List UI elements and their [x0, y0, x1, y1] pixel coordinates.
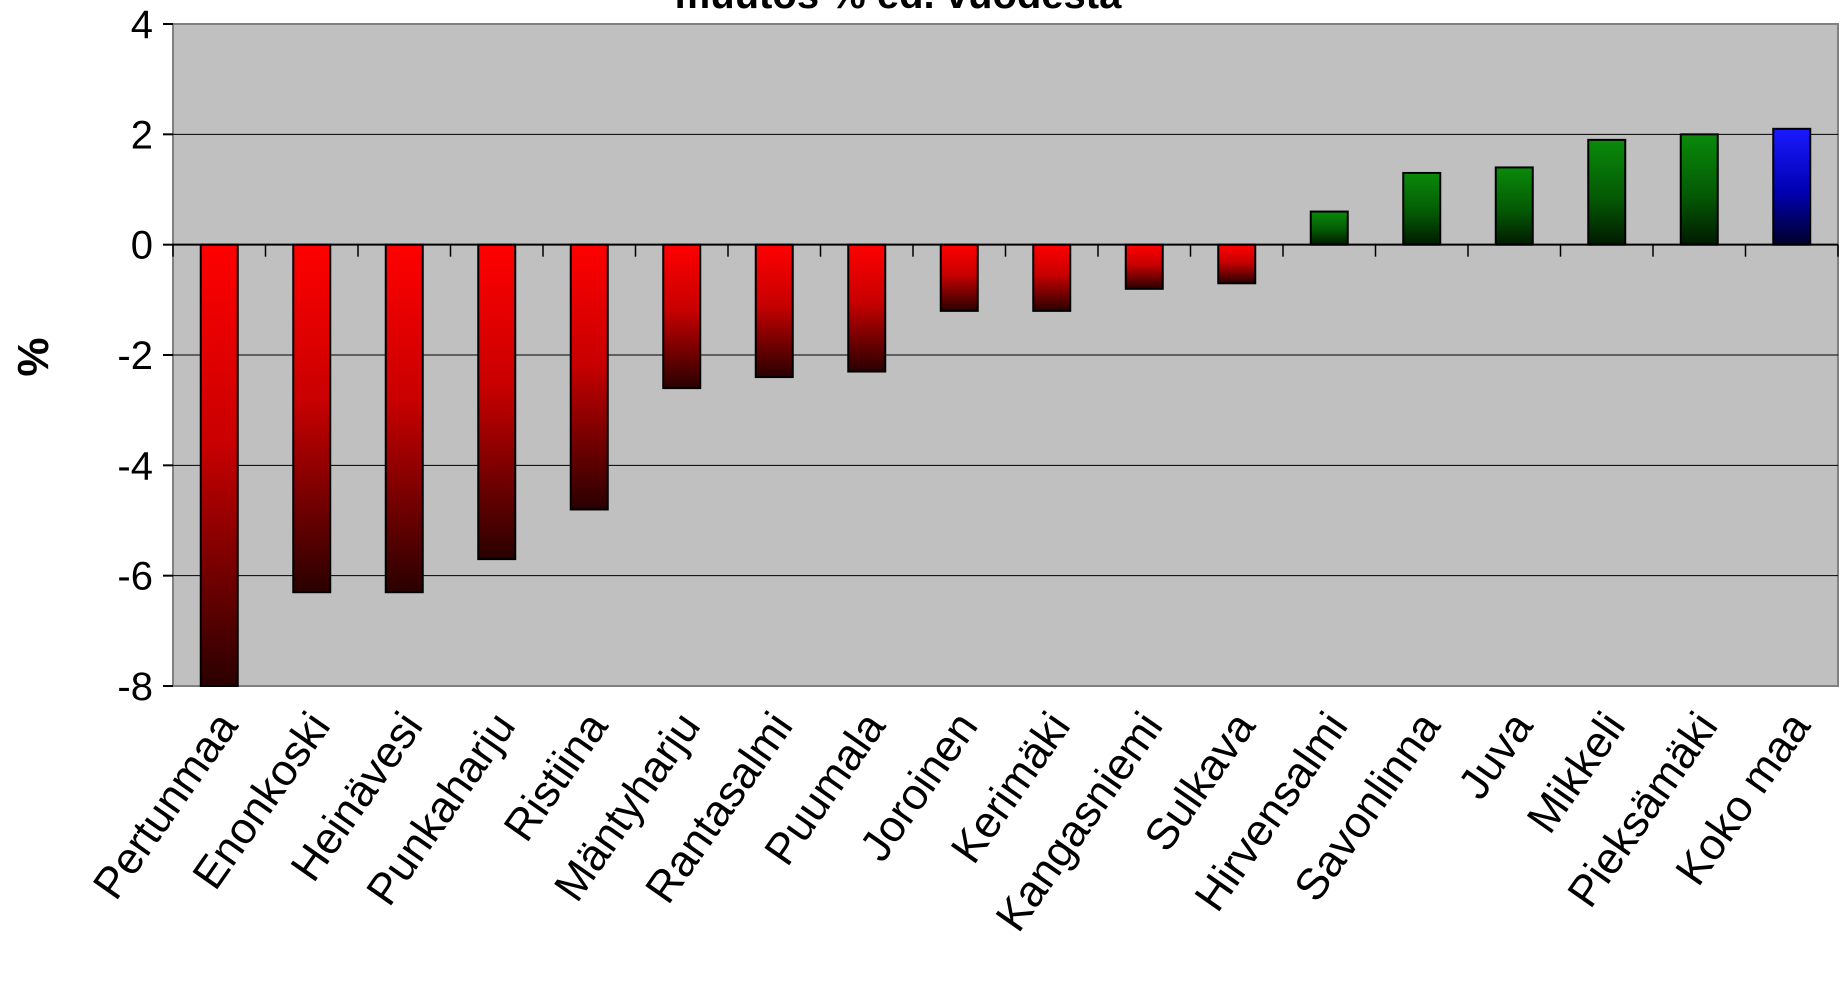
bar-enonkoski [292, 243, 332, 594]
bar-pieksämäki [1679, 133, 1719, 246]
y-tick-label: -6 [117, 555, 153, 599]
bar-hirvensalmi [1309, 210, 1349, 246]
y-tick-label: -8 [117, 665, 153, 709]
bar-savonlinna [1402, 171, 1442, 246]
bar-heinävesi [384, 243, 424, 594]
x-axis-tick-marks [172, 244, 1839, 257]
chart-title: muutos % ed. vuodesta [675, 0, 1122, 17]
bar-kerimäki [1032, 243, 1072, 312]
bar-ristiina [569, 243, 609, 511]
bar-sulkava [1217, 243, 1257, 285]
y-tick-label: 2 [131, 113, 153, 157]
bar-punkaharju [477, 243, 517, 561]
bar-joroinen [939, 243, 979, 312]
bar-mikkeli [1587, 138, 1627, 246]
bar-rantasalmi [754, 243, 794, 379]
y-tick-label: -2 [117, 334, 153, 378]
y-axis-label: % [9, 337, 58, 376]
bar-koko-maa [1772, 127, 1812, 246]
x-tick-label: Juva [1449, 703, 1543, 808]
bar-kangasniemi [1124, 243, 1164, 290]
x-axis-labels: PertunmaaEnonkoskiHeinävesiPunkaharjuRis… [84, 703, 1820, 940]
y-tick-label: 4 [131, 3, 153, 47]
bar-juva [1494, 166, 1534, 246]
bar-puumala [847, 243, 887, 373]
y-tick-label: -4 [117, 444, 153, 488]
y-axis-ticks: 4 2 0 -2 -4 -6 -8 [117, 3, 173, 709]
bars [199, 127, 1812, 688]
y-tick-label: 0 [131, 224, 153, 268]
bar-pertunmaa [199, 243, 239, 688]
bar-mäntyharju [662, 243, 702, 390]
